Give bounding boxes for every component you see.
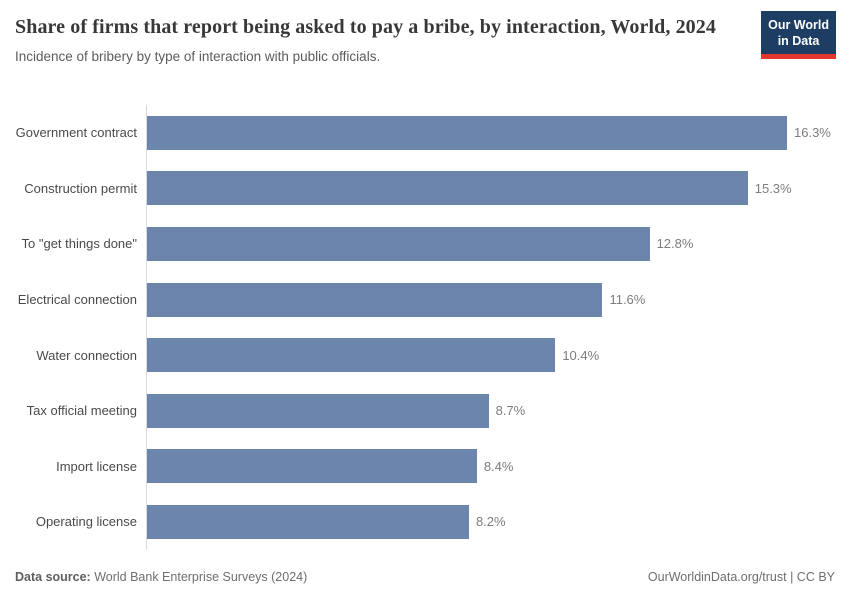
bar-row: Construction permit 15.3% (0, 160, 850, 217)
bar[interactable] (147, 449, 477, 484)
bar[interactable] (147, 338, 556, 373)
value-label: 8.7% (495, 403, 526, 419)
category-label: Import license (56, 458, 137, 474)
bar-row: Water connection 10.4% (0, 327, 850, 383)
bar[interactable] (147, 504, 469, 539)
category-label: Operating license (35, 514, 137, 530)
chart-subtitle: Incidence of bribery by type of interact… (15, 49, 381, 64)
category-label: Tax official meeting (26, 403, 137, 419)
bar-row: Tax official meeting 8.7% (0, 382, 850, 439)
category-label: To "get things done" (21, 236, 137, 252)
value-label: 11.6% (609, 292, 646, 308)
data-source-value: World Bank Enterprise Surveys (2024) (90, 570, 308, 584)
value-label: 8.4% (483, 458, 514, 474)
bar-row: Operating license 8.2% (0, 494, 850, 550)
plot-area: 8.4% (146, 438, 850, 495)
plot-area: 11.6% (146, 271, 850, 328)
bar-row: Import license 8.4% (0, 438, 850, 495)
value-label: 10.4% (562, 347, 600, 363)
value-label: 8.2% (475, 514, 506, 530)
bar[interactable] (147, 393, 489, 428)
data-source-note: Data source: World Bank Enterprise Surve… (15, 570, 307, 584)
value-label: 12.8% (656, 236, 694, 252)
bar-row: To "get things done" 12.8% (0, 216, 850, 272)
plot-area: 15.3% (146, 160, 850, 217)
data-source-label: Data source: (15, 570, 91, 584)
attribution-link[interactable]: OurWorldinData.org/trust | CC BY (647, 570, 835, 584)
bar[interactable] (147, 171, 748, 206)
bar[interactable] (147, 115, 787, 150)
owid-logo[interactable]: Our World in Data (761, 11, 836, 59)
category-label: Electrical connection (17, 292, 137, 308)
plot-area: 12.8% (146, 216, 850, 272)
plot-area: 8.7% (146, 382, 850, 439)
category-label: Water connection (36, 347, 137, 363)
chart-header: Share of firms that report being asked t… (15, 14, 745, 64)
value-label: 15.3% (754, 180, 792, 196)
owid-logo-line1: Our World (768, 18, 829, 32)
bar[interactable] (147, 282, 603, 317)
category-label: Government contract (15, 125, 137, 141)
plot-area: 16.3% (146, 105, 850, 161)
chart-title: Share of firms that report being asked t… (15, 16, 716, 38)
plot-area: 10.4% (146, 327, 850, 383)
value-label: 16.3% (794, 125, 831, 141)
chart-footer: Data source: World Bank Enterprise Surve… (15, 570, 835, 584)
bar-row: Government contract 16.3% (0, 105, 850, 161)
owid-logo-line2: in Data (777, 34, 820, 48)
category-label: Construction permit (24, 180, 137, 196)
plot-area: 8.2% (146, 494, 850, 550)
bar-row: Electrical connection 11.6% (0, 271, 850, 328)
bar[interactable] (147, 226, 650, 261)
bar-chart: Government contract 16.3% Construction per… (0, 105, 850, 550)
